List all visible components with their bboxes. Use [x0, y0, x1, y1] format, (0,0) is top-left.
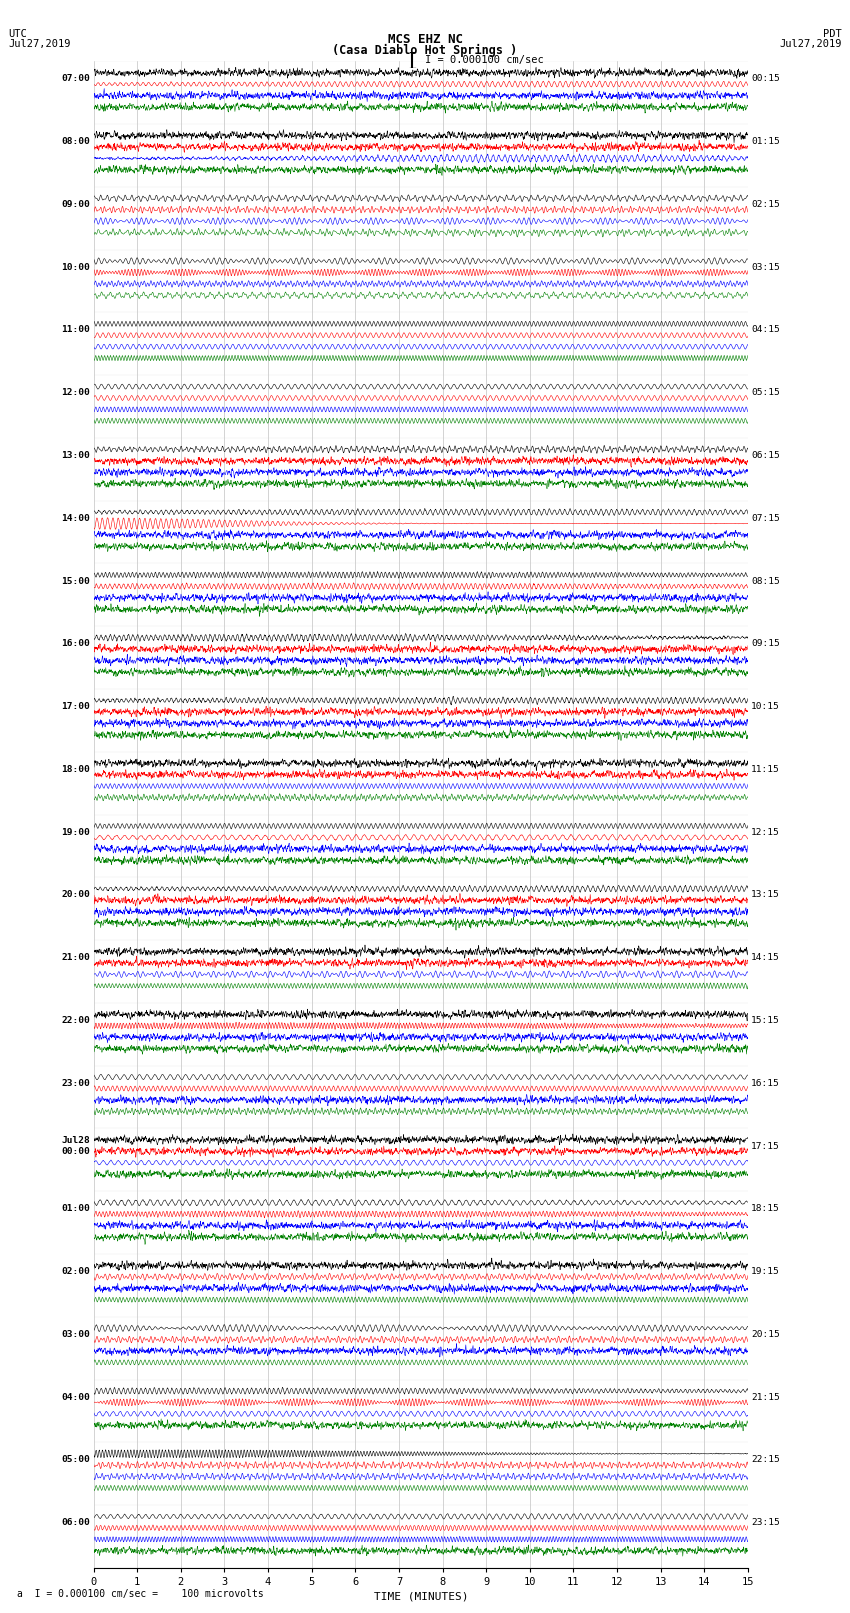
X-axis label: TIME (MINUTES): TIME (MINUTES) — [373, 1590, 468, 1602]
Text: 11:15: 11:15 — [751, 765, 780, 774]
Text: 22:00: 22:00 — [61, 1016, 90, 1024]
Text: Jul27,2019: Jul27,2019 — [8, 39, 71, 48]
Text: 18:00: 18:00 — [61, 765, 90, 774]
Text: 04:15: 04:15 — [751, 326, 780, 334]
Text: 06:15: 06:15 — [751, 452, 780, 460]
Text: 16:00: 16:00 — [61, 639, 90, 648]
Text: 03:00: 03:00 — [61, 1329, 90, 1339]
Text: Jul28
00:00: Jul28 00:00 — [61, 1136, 90, 1155]
Text: 20:00: 20:00 — [61, 890, 90, 900]
Text: 09:00: 09:00 — [61, 200, 90, 210]
Text: 04:00: 04:00 — [61, 1392, 90, 1402]
Text: (Casa Diablo Hot Springs ): (Casa Diablo Hot Springs ) — [332, 44, 518, 56]
Text: 08:00: 08:00 — [61, 137, 90, 147]
Text: 05:15: 05:15 — [751, 389, 780, 397]
Text: 15:00: 15:00 — [61, 576, 90, 586]
Text: 06:00: 06:00 — [61, 1518, 90, 1528]
Text: 12:00: 12:00 — [61, 389, 90, 397]
Text: 17:15: 17:15 — [751, 1142, 780, 1150]
Text: 14:15: 14:15 — [751, 953, 780, 963]
Text: 07:00: 07:00 — [61, 74, 90, 84]
Text: 23:00: 23:00 — [61, 1079, 90, 1087]
Text: 00:15: 00:15 — [751, 74, 780, 84]
Text: 09:15: 09:15 — [751, 639, 780, 648]
Text: 21:00: 21:00 — [61, 953, 90, 963]
Text: 13:00: 13:00 — [61, 452, 90, 460]
Text: 16:15: 16:15 — [751, 1079, 780, 1087]
Text: 23:15: 23:15 — [751, 1518, 780, 1528]
Text: 10:00: 10:00 — [61, 263, 90, 271]
Text: 07:15: 07:15 — [751, 515, 780, 523]
Text: 15:15: 15:15 — [751, 1016, 780, 1024]
Text: 19:00: 19:00 — [61, 827, 90, 837]
Text: 01:15: 01:15 — [751, 137, 780, 147]
Text: 13:15: 13:15 — [751, 890, 780, 900]
Text: I = 0.000100 cm/sec: I = 0.000100 cm/sec — [425, 55, 544, 65]
Text: 05:00: 05:00 — [61, 1455, 90, 1465]
Text: Jul27,2019: Jul27,2019 — [779, 39, 842, 48]
Text: 01:00: 01:00 — [61, 1205, 90, 1213]
Text: MCS EHZ NC: MCS EHZ NC — [388, 32, 462, 47]
Text: 10:15: 10:15 — [751, 702, 780, 711]
Text: UTC: UTC — [8, 29, 27, 39]
Text: 08:15: 08:15 — [751, 576, 780, 586]
Text: PDT: PDT — [823, 29, 842, 39]
Text: 18:15: 18:15 — [751, 1205, 780, 1213]
Text: a  I = 0.000100 cm/sec =    100 microvolts: a I = 0.000100 cm/sec = 100 microvolts — [17, 1589, 264, 1598]
Text: 02:15: 02:15 — [751, 200, 780, 210]
Text: 21:15: 21:15 — [751, 1392, 780, 1402]
Text: 17:00: 17:00 — [61, 702, 90, 711]
Text: 14:00: 14:00 — [61, 515, 90, 523]
Text: 22:15: 22:15 — [751, 1455, 780, 1465]
Text: 19:15: 19:15 — [751, 1268, 780, 1276]
Text: 02:00: 02:00 — [61, 1268, 90, 1276]
Text: 11:00: 11:00 — [61, 326, 90, 334]
Text: 20:15: 20:15 — [751, 1329, 780, 1339]
Text: 12:15: 12:15 — [751, 827, 780, 837]
Text: 03:15: 03:15 — [751, 263, 780, 271]
